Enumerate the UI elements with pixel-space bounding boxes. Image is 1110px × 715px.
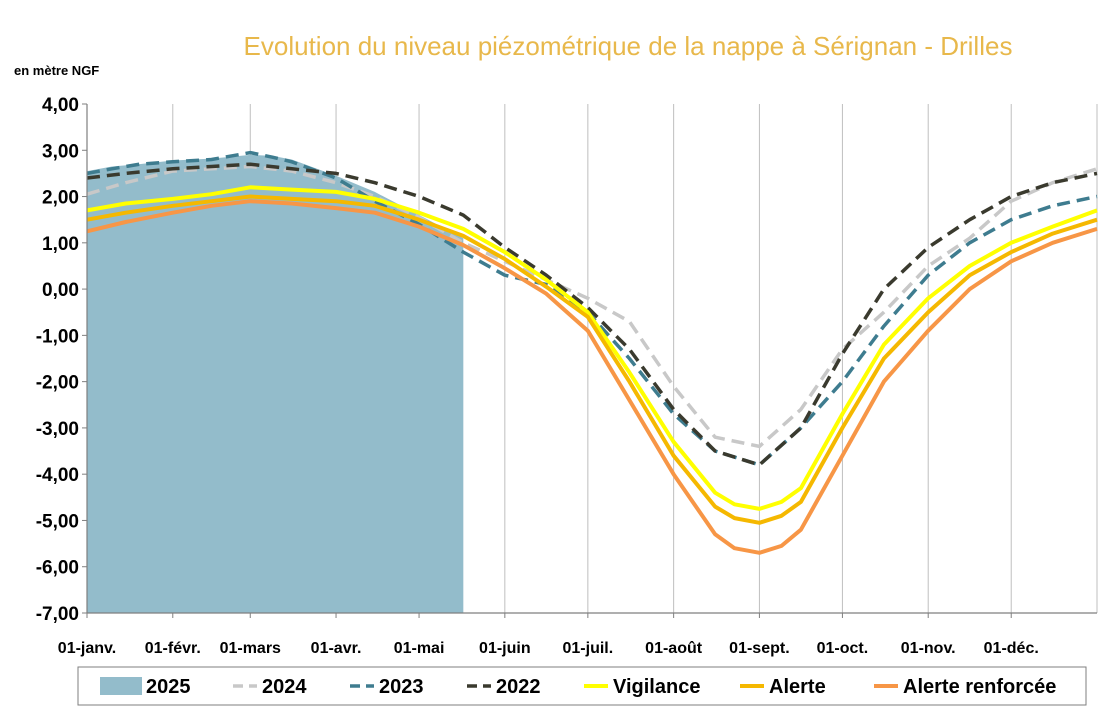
y-tick-label: -1,00	[36, 326, 79, 347]
series-line-2022	[86, 162, 1098, 467]
series-line-vigilance	[86, 185, 1098, 511]
legend-item-alerte-renforcee: Alerte renforcée	[874, 676, 1056, 698]
y-tick-label: 4,00	[42, 95, 79, 116]
legend-label: 2023	[379, 676, 424, 698]
x-tick-label: 01-juin	[479, 640, 531, 657]
y-tick-label: 2,00	[42, 188, 79, 209]
x-ticks: 01-janv. 01-févr. 01-mars 01-avr. 01-mai 01-j…	[58, 613, 1039, 657]
line-series	[86, 150, 1098, 555]
y-ticks: 4,00 3,00 2,00 1,00 0,00 -1,00 -2,00 -3,00 -4,00…	[36, 95, 87, 625]
x-tick-label: 01-avr.	[311, 640, 362, 657]
legend-item-2024: 2024	[233, 676, 307, 698]
legend-label: 2025	[146, 676, 191, 698]
y-tick-label: 3,00	[42, 141, 79, 162]
x-tick-label: 01-oct.	[817, 640, 869, 657]
legend-box	[77, 666, 1087, 706]
legend-label: Alerte	[769, 676, 826, 698]
legend-item-2022: 2022	[467, 676, 541, 698]
legend-label: Alerte renforcée	[903, 676, 1056, 698]
series-area-2025	[87, 154, 464, 613]
x-tick-label: 01-mai	[394, 640, 445, 657]
y-tick-label: 1,00	[42, 234, 79, 255]
x-tick-label: 01-déc.	[984, 640, 1039, 657]
y-tick-label: -2,00	[36, 373, 79, 394]
chart-title: Evolution du niveau piézométrique de la …	[244, 31, 1013, 61]
plot-area: 4,00 3,00 2,00 1,00 0,00 -1,00 -2,00 -3,00 -4,00…	[36, 95, 1098, 657]
y-tick-label: -7,00	[36, 604, 79, 625]
legend-item-2025: 2025	[100, 676, 191, 698]
legend-label: 2022	[496, 676, 541, 698]
y-tick-label: 0,00	[42, 280, 79, 301]
series-line-alerte	[86, 194, 1098, 525]
legend-item-2023: 2023	[350, 676, 424, 698]
legend: 2025 2024 2023 2022 Vigilance Alerte Alerte re…	[77, 666, 1087, 706]
y-tick-label: -6,00	[36, 558, 79, 579]
x-tick-label: 01-juil.	[563, 640, 614, 657]
area-series	[87, 154, 464, 613]
legend-swatch	[100, 677, 142, 695]
x-tick-label: 01-févr.	[145, 640, 201, 657]
x-tick-label: 01-août	[645, 640, 703, 657]
legend-label: Vigilance	[613, 676, 700, 698]
y-tick-label: -3,00	[36, 419, 79, 440]
x-tick-label: 01-sept.	[729, 640, 789, 657]
series-line-2024	[86, 164, 1098, 449]
x-tick-label: 01-mars	[220, 640, 281, 657]
y-tick-label: -5,00	[36, 511, 79, 532]
series-line-alerte-renforcee	[86, 199, 1098, 555]
y-axis-label: en mètre NGF	[14, 63, 99, 78]
y-tick-label: -4,00	[36, 465, 79, 486]
legend-item-vigilance: Vigilance	[584, 676, 700, 698]
x-tick-label: 01-janv.	[58, 640, 116, 657]
legend-item-alerte: Alerte	[740, 676, 826, 698]
legend-label: 2024	[262, 676, 307, 698]
x-tick-label: 01-nov.	[901, 640, 956, 657]
